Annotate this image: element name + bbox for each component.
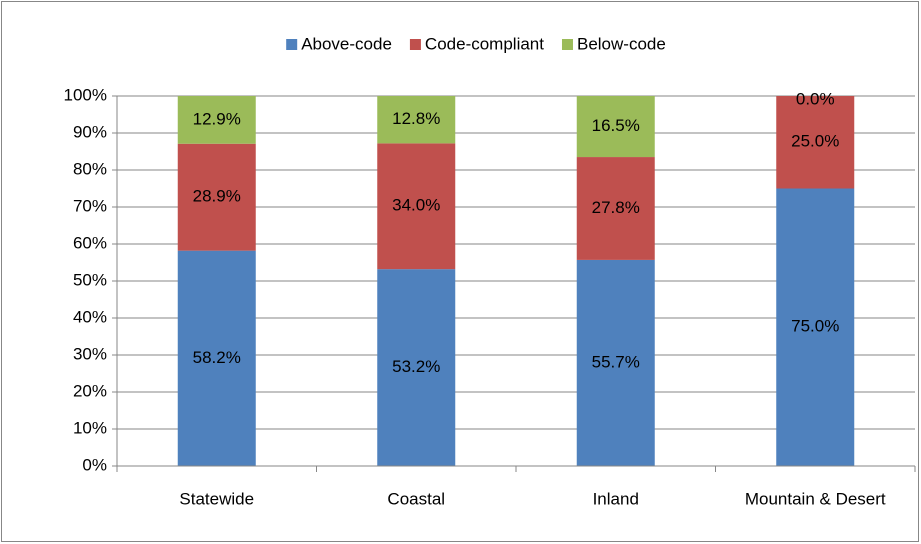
legend-label: Code-compliant [425, 34, 544, 53]
legend-label: Above-code [301, 34, 392, 53]
bar-segment [776, 96, 855, 189]
bar-segment [177, 143, 256, 251]
y-tick-label: 0% [82, 455, 107, 474]
y-tick-label: 50% [73, 270, 107, 289]
legend-label: Below-code [577, 34, 666, 53]
legend: Above-code Code-compliant Below-code [286, 34, 666, 53]
data-label: 16.5% [592, 116, 640, 135]
x-tick-label: Inland [593, 489, 639, 508]
y-tick-label: 60% [73, 233, 107, 252]
data-label: 27.8% [592, 198, 640, 217]
bar-segment [776, 188, 855, 466]
legend-swatch [561, 39, 573, 50]
bar-segment [377, 269, 456, 466]
bar-segment [177, 250, 256, 466]
y-tick-label: 100% [64, 85, 107, 104]
y-tick-label: 70% [73, 196, 107, 215]
y-tick-label: 80% [73, 159, 107, 178]
y-tick-label: 20% [73, 381, 107, 400]
data-label: 34.0% [392, 196, 440, 215]
data-label: 12.9% [193, 109, 241, 128]
data-label: 25.0% [791, 132, 839, 151]
data-label: 12.8% [392, 109, 440, 128]
bar-segment [377, 96, 456, 144]
data-label: 58.2% [193, 348, 241, 367]
bar-segment [576, 157, 655, 260]
data-label: 75.0% [791, 317, 839, 336]
bar-segment [576, 259, 655, 466]
data-label: 28.9% [193, 187, 241, 206]
y-tick-label: 10% [73, 418, 107, 437]
y-tick-label: 30% [73, 344, 107, 363]
legend-swatch [409, 39, 421, 50]
x-tick-label: Mountain & Desert [745, 489, 886, 508]
y-tick-label: 90% [73, 122, 107, 141]
bar-segment [576, 96, 655, 158]
y-tick-label: 40% [73, 307, 107, 326]
x-tick-label: Statewide [179, 489, 254, 508]
x-tick-label: Coastal [387, 489, 445, 508]
bar-segment [377, 143, 456, 270]
legend-swatch [286, 39, 298, 50]
data-label: 0.0% [796, 89, 835, 108]
bar-segment [177, 96, 256, 144]
data-label: 55.7% [592, 352, 640, 371]
data-label: 53.2% [392, 357, 440, 376]
